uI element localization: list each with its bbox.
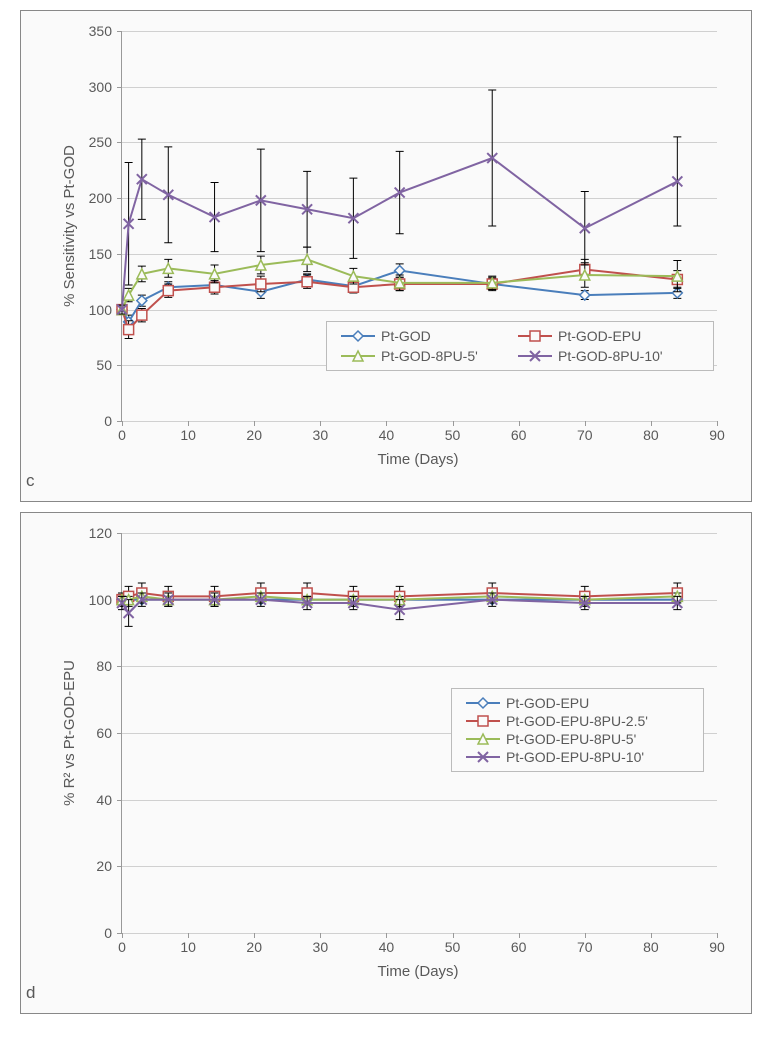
x-tick-label: 90 [709,421,725,443]
x-tick-label: 0 [118,421,126,443]
y-tick-label: 20 [96,858,122,874]
x-tick-label: 10 [180,421,196,443]
page: % Sensitivity vs Pt-GOD Time (Days) n=6,… [0,10,775,1014]
legend-c: Pt-GOD Pt-GOD-EPU Pt-GOD-8PU-5' Pt-GOD-8PU-… [326,321,714,371]
legend-item: Pt-GOD-8PU-5' [341,348,506,364]
x-tick-label: 30 [313,933,329,955]
x-tick-label: 10 [180,933,196,955]
legend-label: Pt-GOD-8PU-10' [558,348,663,364]
y-tick-label: 50 [96,357,122,373]
x-tick-label: 40 [379,421,395,443]
legend-item: Pt-GOD-EPU-8PU-10' [466,749,681,765]
y-tick-label: 60 [96,725,122,741]
panel-d: % R² vs Pt-GOD-EPU Time (Days) n=6, mean… [20,512,752,1014]
panel-c: % Sensitivity vs Pt-GOD Time (Days) n=6,… [20,10,752,502]
legend-label: Pt-GOD-EPU-8PU-5' [506,731,636,747]
x-axis-label: Time (Days) [377,451,458,468]
legend-d: Pt-GOD-EPU Pt-GOD-EPU-8PU-2.5' Pt-GOD-EPU-… [451,688,704,772]
legend-item: Pt-GOD-EPU-8PU-5' [466,731,681,747]
legend-label: Pt-GOD-EPU [558,328,641,344]
x-tick-label: 80 [643,933,659,955]
x-tick-label: 90 [709,933,725,955]
y-tick-label: 350 [89,23,122,39]
y-tick-label: 300 [89,79,122,95]
y-tick-label: 150 [89,246,122,262]
y-axis-label: % R² vs Pt-GOD-EPU [61,660,78,806]
x-tick-label: 70 [577,933,593,955]
subplot-label: c [26,471,35,491]
legend-item: Pt-GOD-EPU [466,695,681,711]
subplot-label: d [26,983,35,1003]
x-tick-label: 50 [445,421,461,443]
y-axis-label: % Sensitivity vs Pt-GOD [61,145,78,307]
legend-item: Pt-GOD-EPU [518,328,683,344]
x-tick-label: 20 [246,933,262,955]
y-tick-label: 40 [96,792,122,808]
x-tick-label: 20 [246,421,262,443]
x-tick-label: 70 [577,421,593,443]
x-tick-label: 60 [511,933,527,955]
legend-item: Pt-GOD [341,328,506,344]
legend-label: Pt-GOD-EPU-8PU-10' [506,749,644,765]
x-tick-label: 30 [313,421,329,443]
y-tick-label: 200 [89,190,122,206]
y-tick-label: 120 [89,525,122,541]
x-axis-label: Time (Days) [377,963,458,980]
legend-label: Pt-GOD-EPU [506,695,589,711]
legend-item: Pt-GOD-8PU-10' [518,348,683,364]
x-tick-label: 50 [445,933,461,955]
x-tick-label: 80 [643,421,659,443]
x-tick-label: 0 [118,933,126,955]
legend-label: Pt-GOD-8PU-5' [381,348,478,364]
legend-item: Pt-GOD-EPU-8PU-2.5' [466,713,681,729]
y-tick-label: 80 [96,658,122,674]
legend-label: Pt-GOD [381,328,431,344]
x-tick-label: 40 [379,933,395,955]
y-tick-label: 250 [89,134,122,150]
x-tick-label: 60 [511,421,527,443]
legend-label: Pt-GOD-EPU-8PU-2.5' [506,713,648,729]
